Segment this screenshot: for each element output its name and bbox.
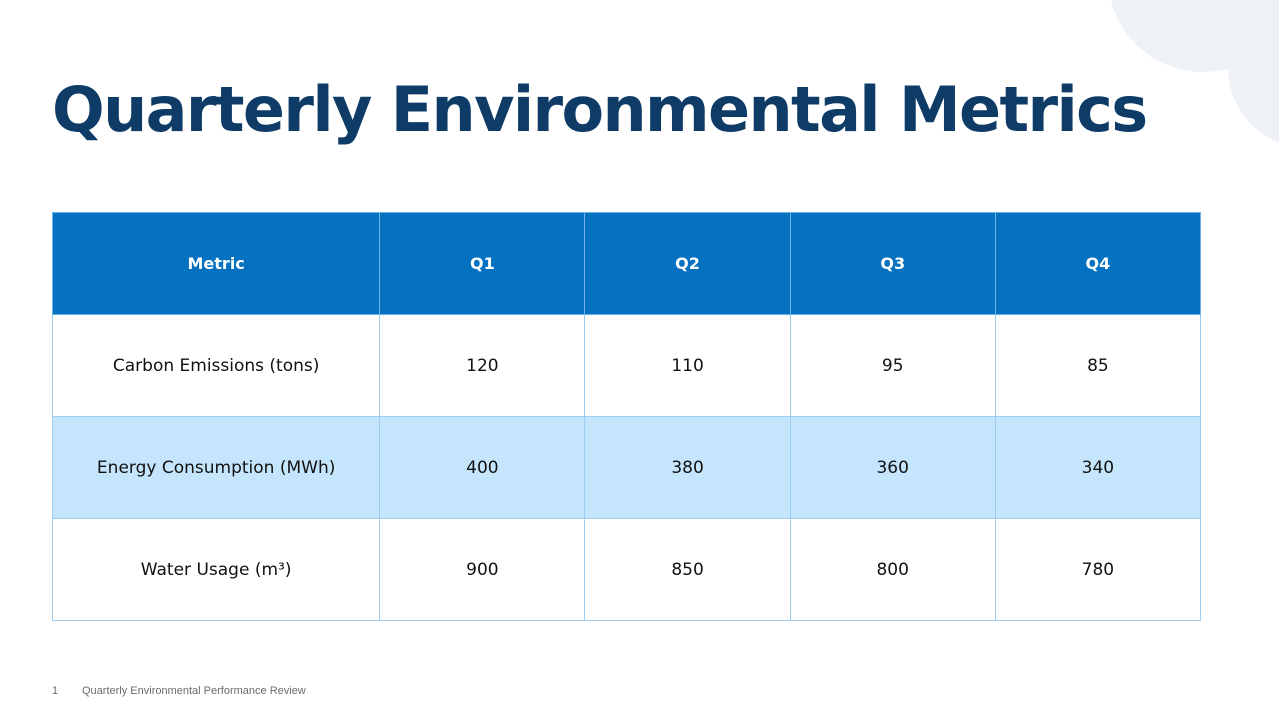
metric-name-cell: Carbon Emissions (tons) — [51, 314, 381, 417]
column-header-q2: Q2 — [584, 212, 791, 315]
value-cell: 800 — [789, 518, 996, 621]
slide-title: Quarterly Environmental Metrics — [52, 73, 1148, 146]
value-cell: 360 — [789, 416, 996, 519]
table-header-row: Metric Q1 Q2 Q3 Q4 — [51, 212, 1202, 315]
value-cell: 380 — [584, 416, 791, 519]
table-row: Energy Consumption (MWh) 400 380 360 340 — [51, 416, 1202, 519]
value-cell: 400 — [379, 416, 586, 519]
column-header-q1: Q1 — [379, 212, 586, 315]
value-cell: 120 — [379, 314, 586, 417]
table-row: Water Usage (m³) 900 850 800 780 — [51, 518, 1202, 621]
value-cell: 85 — [994, 314, 1202, 417]
footer-text: Quarterly Environmental Performance Revi… — [82, 685, 306, 697]
metric-name-cell: Water Usage (m³) — [51, 518, 381, 621]
metric-name-cell: Energy Consumption (MWh) — [51, 416, 381, 519]
column-header-metric: Metric — [51, 212, 381, 315]
value-cell: 95 — [789, 314, 996, 417]
value-cell: 850 — [584, 518, 791, 621]
value-cell: 110 — [584, 314, 791, 417]
column-header-q3: Q3 — [789, 212, 996, 315]
value-cell: 780 — [994, 518, 1202, 621]
page-number: 1 — [52, 685, 59, 697]
metrics-table: Metric Q1 Q2 Q3 Q4 Carbon Emissions (ton… — [51, 212, 1202, 621]
table-row: Carbon Emissions (tons) 120 110 95 85 — [51, 314, 1202, 417]
column-header-q4: Q4 — [994, 212, 1202, 315]
value-cell: 340 — [994, 416, 1202, 519]
slide-footer: 1 Quarterly Environmental Performance Rev… — [52, 685, 306, 697]
value-cell: 900 — [379, 518, 586, 621]
